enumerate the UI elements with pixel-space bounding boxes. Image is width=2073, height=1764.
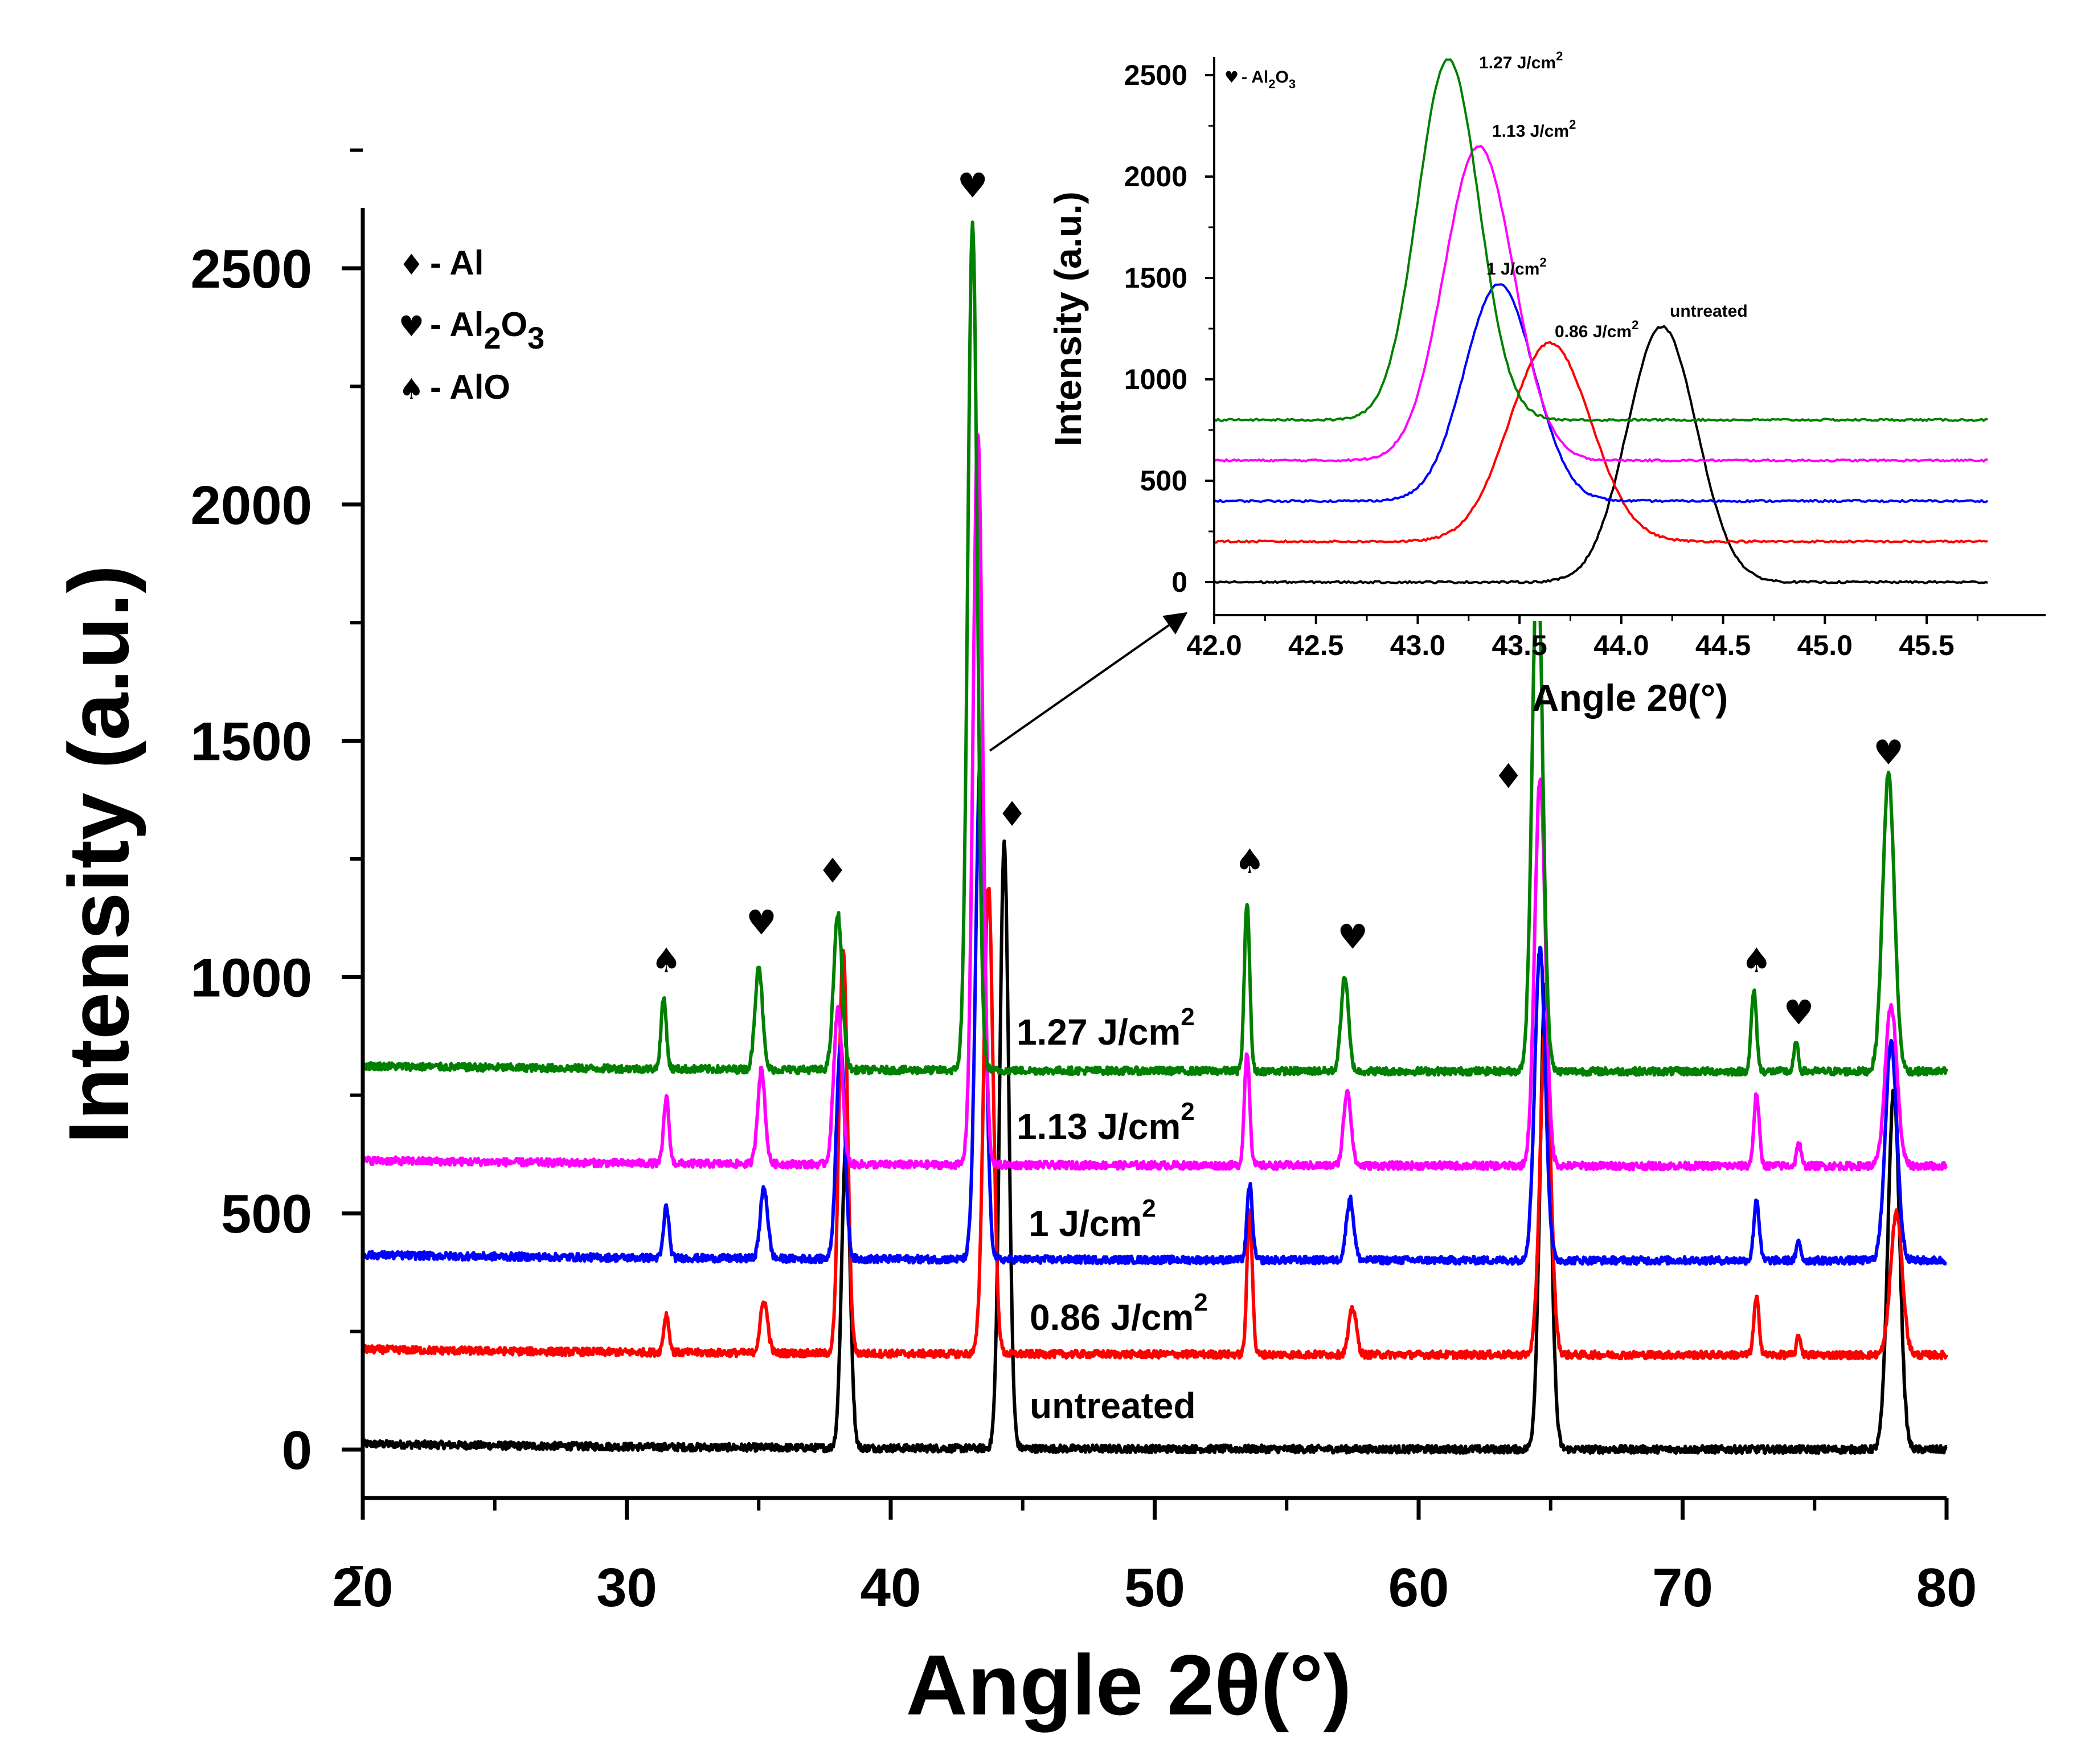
inset-y-tick-label: 1000	[1124, 363, 1187, 395]
main-x-axis-title: Angle 2θ(°)	[906, 1637, 1352, 1733]
peak-marker: ♥	[957, 166, 988, 206]
peak-marker: ♥	[746, 903, 777, 943]
inset-x-tick-label: 43.5	[1492, 629, 1547, 661]
inset-series-line-0.86 J/cm2	[1214, 341, 1988, 544]
main-y-tick-label: 1500	[190, 711, 312, 772]
inset-y-tick-label: 2000	[1124, 161, 1187, 193]
legend-al-symbol: ♦	[399, 248, 424, 281]
inset-label-0.86: 0.86 J/cm2	[1555, 318, 1638, 341]
legend-alo-label: - AlO	[430, 368, 510, 406]
series-label-untreated: untreated	[1030, 1385, 1196, 1426]
inset-series-line-untreated	[1214, 325, 1988, 584]
inset-x-axis-title: Angle 2θ(°)	[1532, 677, 1728, 719]
peak-marker: ♠	[1741, 941, 1772, 981]
legend-alo-symbol: ♠	[399, 373, 424, 406]
inset-pointer-arrow	[989, 612, 1188, 752]
inset-y-tick-label: 500	[1140, 465, 1187, 497]
inset-x-tick-label: 43.0	[1390, 629, 1445, 661]
main-x-tick-label: 60	[1388, 1557, 1449, 1618]
inset-x-tick-label: 44.0	[1593, 629, 1649, 661]
main-plot: Angle 2θ(°) Intensity (a.u.) 20 30 40 50 60 7…	[51, 148, 1977, 1733]
legend-al2o3-label: - Al2O3	[430, 305, 544, 355]
inset-label-1: 1 J/cm2	[1486, 255, 1547, 279]
main-x-ticks: 20 30 40 50 60 70 80	[333, 1498, 1977, 1618]
peak-marker: ♥	[1873, 733, 1904, 773]
main-x-tick-label: 50	[1124, 1557, 1185, 1618]
main-y-tick-label: 2000	[190, 475, 312, 536]
peak-marker: ♠	[1234, 842, 1265, 882]
main-y-tick-label: 1000	[190, 947, 312, 1008]
peak-markers: ♠ ♥ ♦ ♥ ♦ ♠ ♥ ♦ ♠ ♥ ♥	[651, 166, 1904, 1033]
inset-series-line-1 J/cm2	[1214, 283, 1989, 504]
series-line-1.13 J/cm2	[361, 433, 1948, 1172]
main-x-tick-label: 70	[1652, 1557, 1713, 1618]
series-label-0.86: 0.86 J/cm2	[1030, 1288, 1208, 1338]
inset-x-tick-label: 44.5	[1695, 629, 1751, 661]
series-label-1.13: 1.13 J/cm2	[1017, 1098, 1195, 1147]
inset-background	[1202, 46, 2056, 621]
main-y-tick-label: 0	[282, 1420, 312, 1481]
main-x-tick-label: 40	[861, 1557, 921, 1618]
main-legend: ♦ - Al ♥ - Al2O3 ♠ - AlO	[399, 244, 544, 406]
peak-marker: ♦	[817, 851, 848, 891]
inset-legend: ♥ - Al2O3	[1224, 68, 1296, 91]
main-y-tick-label: 500	[221, 1184, 312, 1245]
peak-marker: ♥	[1337, 918, 1368, 957]
inset-y-tick-label: 0	[1171, 566, 1187, 598]
legend-al-label: - Al	[430, 244, 484, 282]
inset-plot: 42.0 42.5 43.0 43.5 44.0 44.5 45.0 45.5 0 500 100…	[1047, 46, 2056, 719]
inset-label-1.27: 1.27 J/cm2	[1479, 49, 1563, 72]
series-line-1 J/cm2	[361, 750, 1948, 1266]
inset-y-tick-label: 1500	[1124, 262, 1187, 294]
main-y-axis-title: Intensity (a.u.)	[51, 565, 146, 1144]
inset-series-line-1.27 J/cm2	[1214, 58, 1988, 422]
inset-series	[1214, 58, 1989, 584]
inset-x-ticks: 42.0 42.5 43.0 43.5 44.0 44.5 45.0 45.5	[1186, 615, 1978, 661]
peak-marker: ♥	[1784, 993, 1814, 1033]
main-y-tick-label: 2500	[190, 239, 312, 300]
series-line-1.27 J/cm2	[361, 220, 1948, 1077]
inset-x-tick-label: 45.5	[1899, 629, 1954, 661]
main-x-tick-label: 80	[1916, 1557, 1977, 1618]
inset-legend-symbol: ♥	[1224, 68, 1239, 87]
series-line-untreated	[361, 839, 1948, 1455]
peak-marker: ♦	[1493, 757, 1524, 797]
main-x-tick-label: 30	[596, 1557, 657, 1618]
legend-al2o3-symbol: ♥	[399, 310, 424, 343]
inset-x-tick-label: 42.5	[1288, 629, 1343, 661]
series-label-1: 1 J/cm2	[1029, 1194, 1156, 1244]
peak-marker: ♦	[997, 795, 1027, 834]
inset-label-1.13: 1.13 J/cm2	[1492, 117, 1576, 141]
inset-x-tick-label: 42.0	[1186, 629, 1242, 661]
inset-x-tick-label: 45.0	[1797, 629, 1853, 661]
series-line-0.86 J/cm2	[362, 886, 1948, 1361]
inset-series-line-1.13 J/cm2	[1214, 145, 1988, 463]
inset-y-tick-label: 2500	[1124, 59, 1187, 91]
inset-legend-label: - Al2O3	[1242, 68, 1296, 91]
peak-marker: ♠	[651, 941, 682, 981]
inset-y-ticks: 0 500 1000 1500 2000 2500	[1124, 59, 1214, 598]
inset-y-axis-title: Intensity (a.u.)	[1047, 191, 1089, 446]
series-label-1.27: 1.27 J/cm2	[1017, 1003, 1195, 1053]
main-y-ticks: 0 500 1000 1500 2000 2500	[190, 148, 363, 1570]
main-series	[361, 220, 1948, 1455]
inset-label-untreated: untreated	[1670, 302, 1748, 321]
